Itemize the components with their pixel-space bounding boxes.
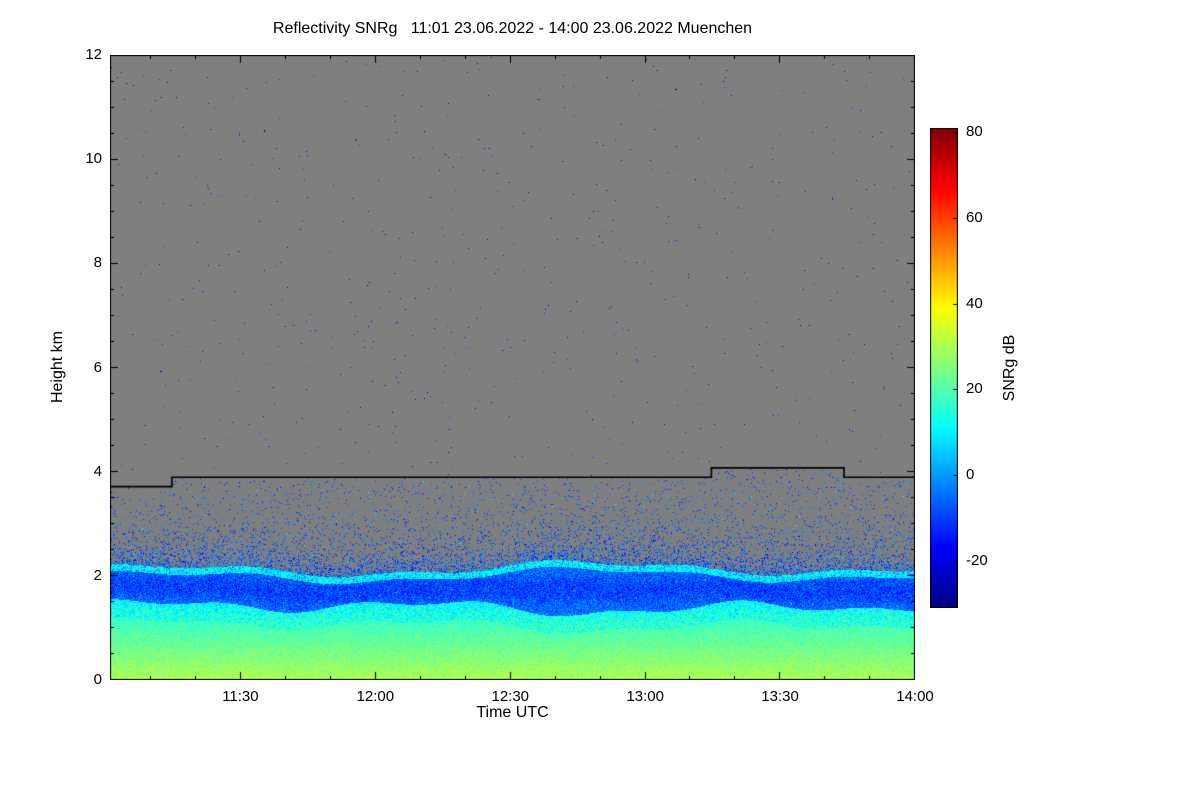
colorbar-tick-label: 40 [966, 294, 983, 312]
x-tick-label: 12:00 [356, 688, 395, 705]
colorbar-tick-label: 0 [966, 466, 975, 484]
x-tick-label: 11:30 [222, 688, 259, 705]
y-tick-label: 4 [93, 462, 102, 480]
x-tick-label: 14:00 [896, 688, 934, 705]
chart-title: Reflectivity SNRg 11:01 23.06.2022 - 14:… [272, 20, 753, 37]
heatmap-plot [110, 55, 915, 680]
colorbar-tick-label: 20 [966, 380, 983, 398]
colorbar-tick-label: 80 [966, 123, 983, 141]
y-axis-label: Height km [49, 330, 66, 404]
y-tick-label: 0 [93, 671, 102, 688]
x-axis-label: Time UTC [476, 704, 549, 721]
colorbar-tick-label: -20 [966, 551, 988, 569]
y-tick-label: 2 [93, 566, 102, 584]
y-tick-label: 10 [85, 150, 102, 168]
colorbar-tick-label: 60 [966, 209, 983, 226]
colorbar [930, 128, 958, 608]
y-tick-label: 12 [85, 46, 102, 63]
x-tick-label: 13:30 [761, 688, 799, 705]
y-tick-label: 8 [93, 254, 102, 272]
colorbar-label: SNRg dB [1001, 334, 1018, 402]
x-tick-label: 13:00 [626, 688, 664, 705]
x-tick-label: 12:30 [491, 688, 530, 705]
